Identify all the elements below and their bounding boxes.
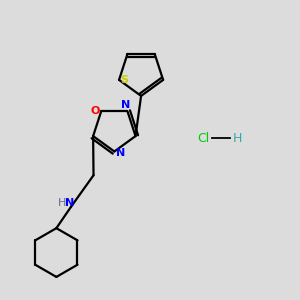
Text: H: H bbox=[233, 132, 242, 145]
Text: H: H bbox=[58, 199, 67, 208]
Text: N: N bbox=[121, 100, 130, 110]
Text: O: O bbox=[90, 106, 99, 116]
Text: S: S bbox=[120, 75, 128, 85]
Text: Cl: Cl bbox=[197, 132, 210, 145]
Text: N: N bbox=[65, 199, 74, 208]
Text: N: N bbox=[116, 148, 125, 158]
